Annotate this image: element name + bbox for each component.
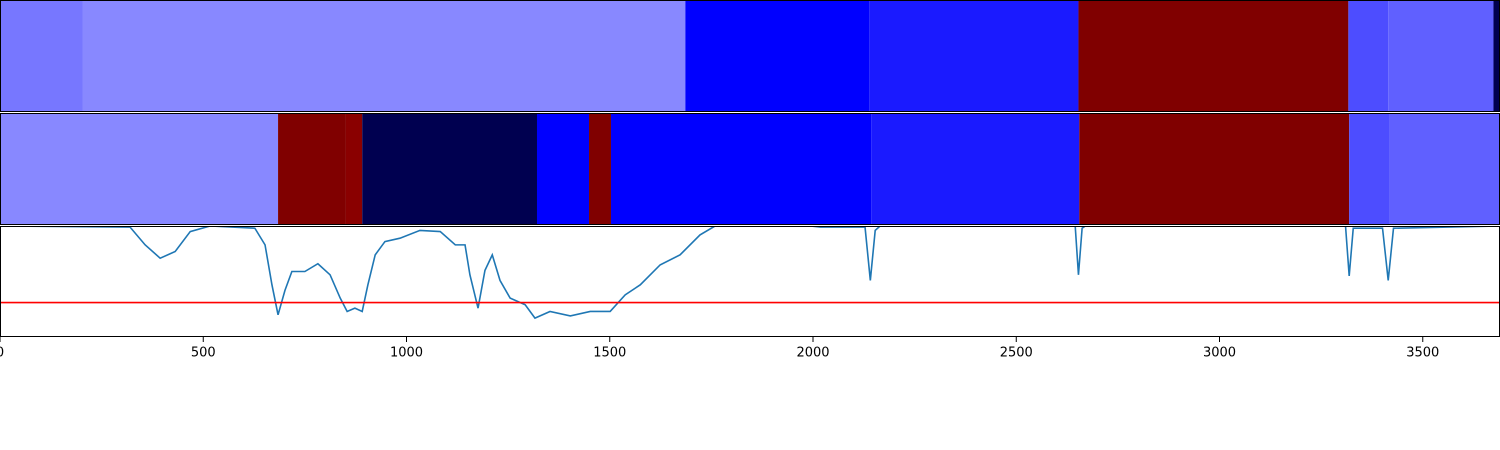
heatmap-cell <box>82 0 686 112</box>
x-tick-label: 500 <box>191 346 216 361</box>
x-tick-label: 2000 <box>796 346 829 361</box>
heatmap-cell <box>869 0 1079 112</box>
heatmap-cell <box>1079 113 1350 225</box>
heatmap-cell <box>1388 0 1494 112</box>
heatmap-cell <box>1078 0 1349 112</box>
heatmap-cell <box>278 113 346 225</box>
heatmap-cell <box>345 113 363 225</box>
heatmap-cell <box>0 113 279 225</box>
heatmap-cell <box>1348 0 1389 112</box>
heatmap-cell <box>1349 113 1390 225</box>
heatmap-cell <box>1493 0 1500 112</box>
x-tick-label: 3500 <box>1406 346 1439 361</box>
x-tick-label: 1000 <box>390 346 423 361</box>
heatmap-cell <box>0 0 83 112</box>
heatmap-cell <box>610 113 872 225</box>
x-tick-label: 0 <box>0 346 4 361</box>
x-tick-label: 3000 <box>1203 346 1236 361</box>
heatmap-cell <box>589 113 611 225</box>
heatmap-cell <box>1389 113 1500 225</box>
heatmap-cell <box>685 0 870 112</box>
plot-area <box>0 226 1500 320</box>
panel-frame <box>0 226 1500 337</box>
heatmap-cell <box>362 113 537 225</box>
x-tick-label: 2500 <box>1000 346 1033 361</box>
x-tick-label: 1500 <box>593 346 626 361</box>
heatmap-cell <box>871 113 1080 225</box>
heatmap-cell <box>536 113 590 225</box>
data-line <box>0 226 1500 320</box>
